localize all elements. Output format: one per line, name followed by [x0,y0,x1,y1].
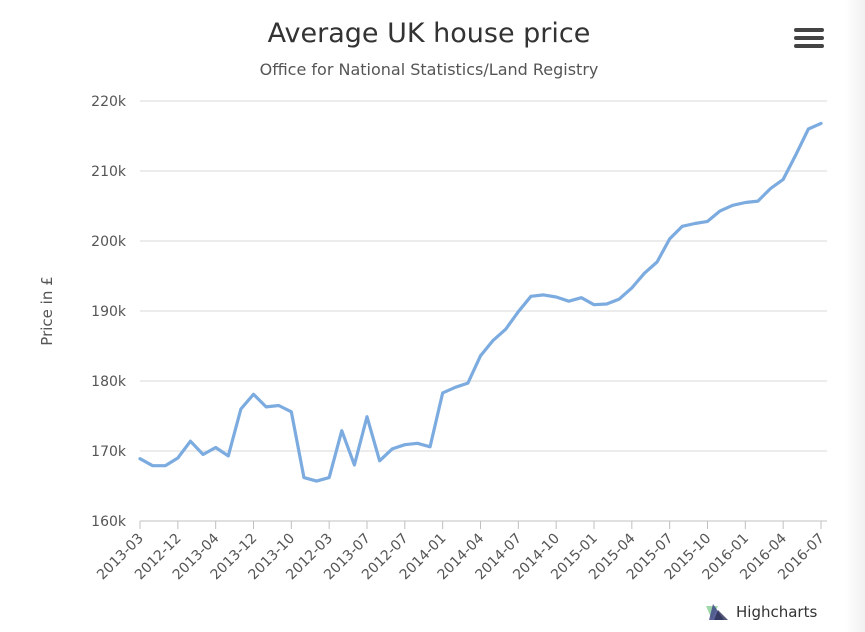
y-tick-label: 160k [91,514,127,530]
highcharts-logo-icon [706,604,728,620]
y-tick-label: 210k [91,164,127,180]
y-tick-label: 180k [91,374,127,390]
y-tick-label: 190k [91,304,127,320]
credits-link[interactable]: Highcharts [704,600,817,624]
y-axis-title: Price in £ [38,276,56,345]
y-tick-label: 170k [91,444,127,460]
y-tick-label: 200k [91,234,127,250]
credits-label: Highcharts [736,603,818,621]
chart-subtitle: Office for National Statistics/Land Regi… [259,60,599,79]
y-tick-label: 220k [91,94,127,110]
chart-title: Average UK house price [267,18,591,49]
window-edge [845,0,865,632]
series-line [138,121,823,483]
hamburger-menu-icon[interactable] [794,28,824,54]
